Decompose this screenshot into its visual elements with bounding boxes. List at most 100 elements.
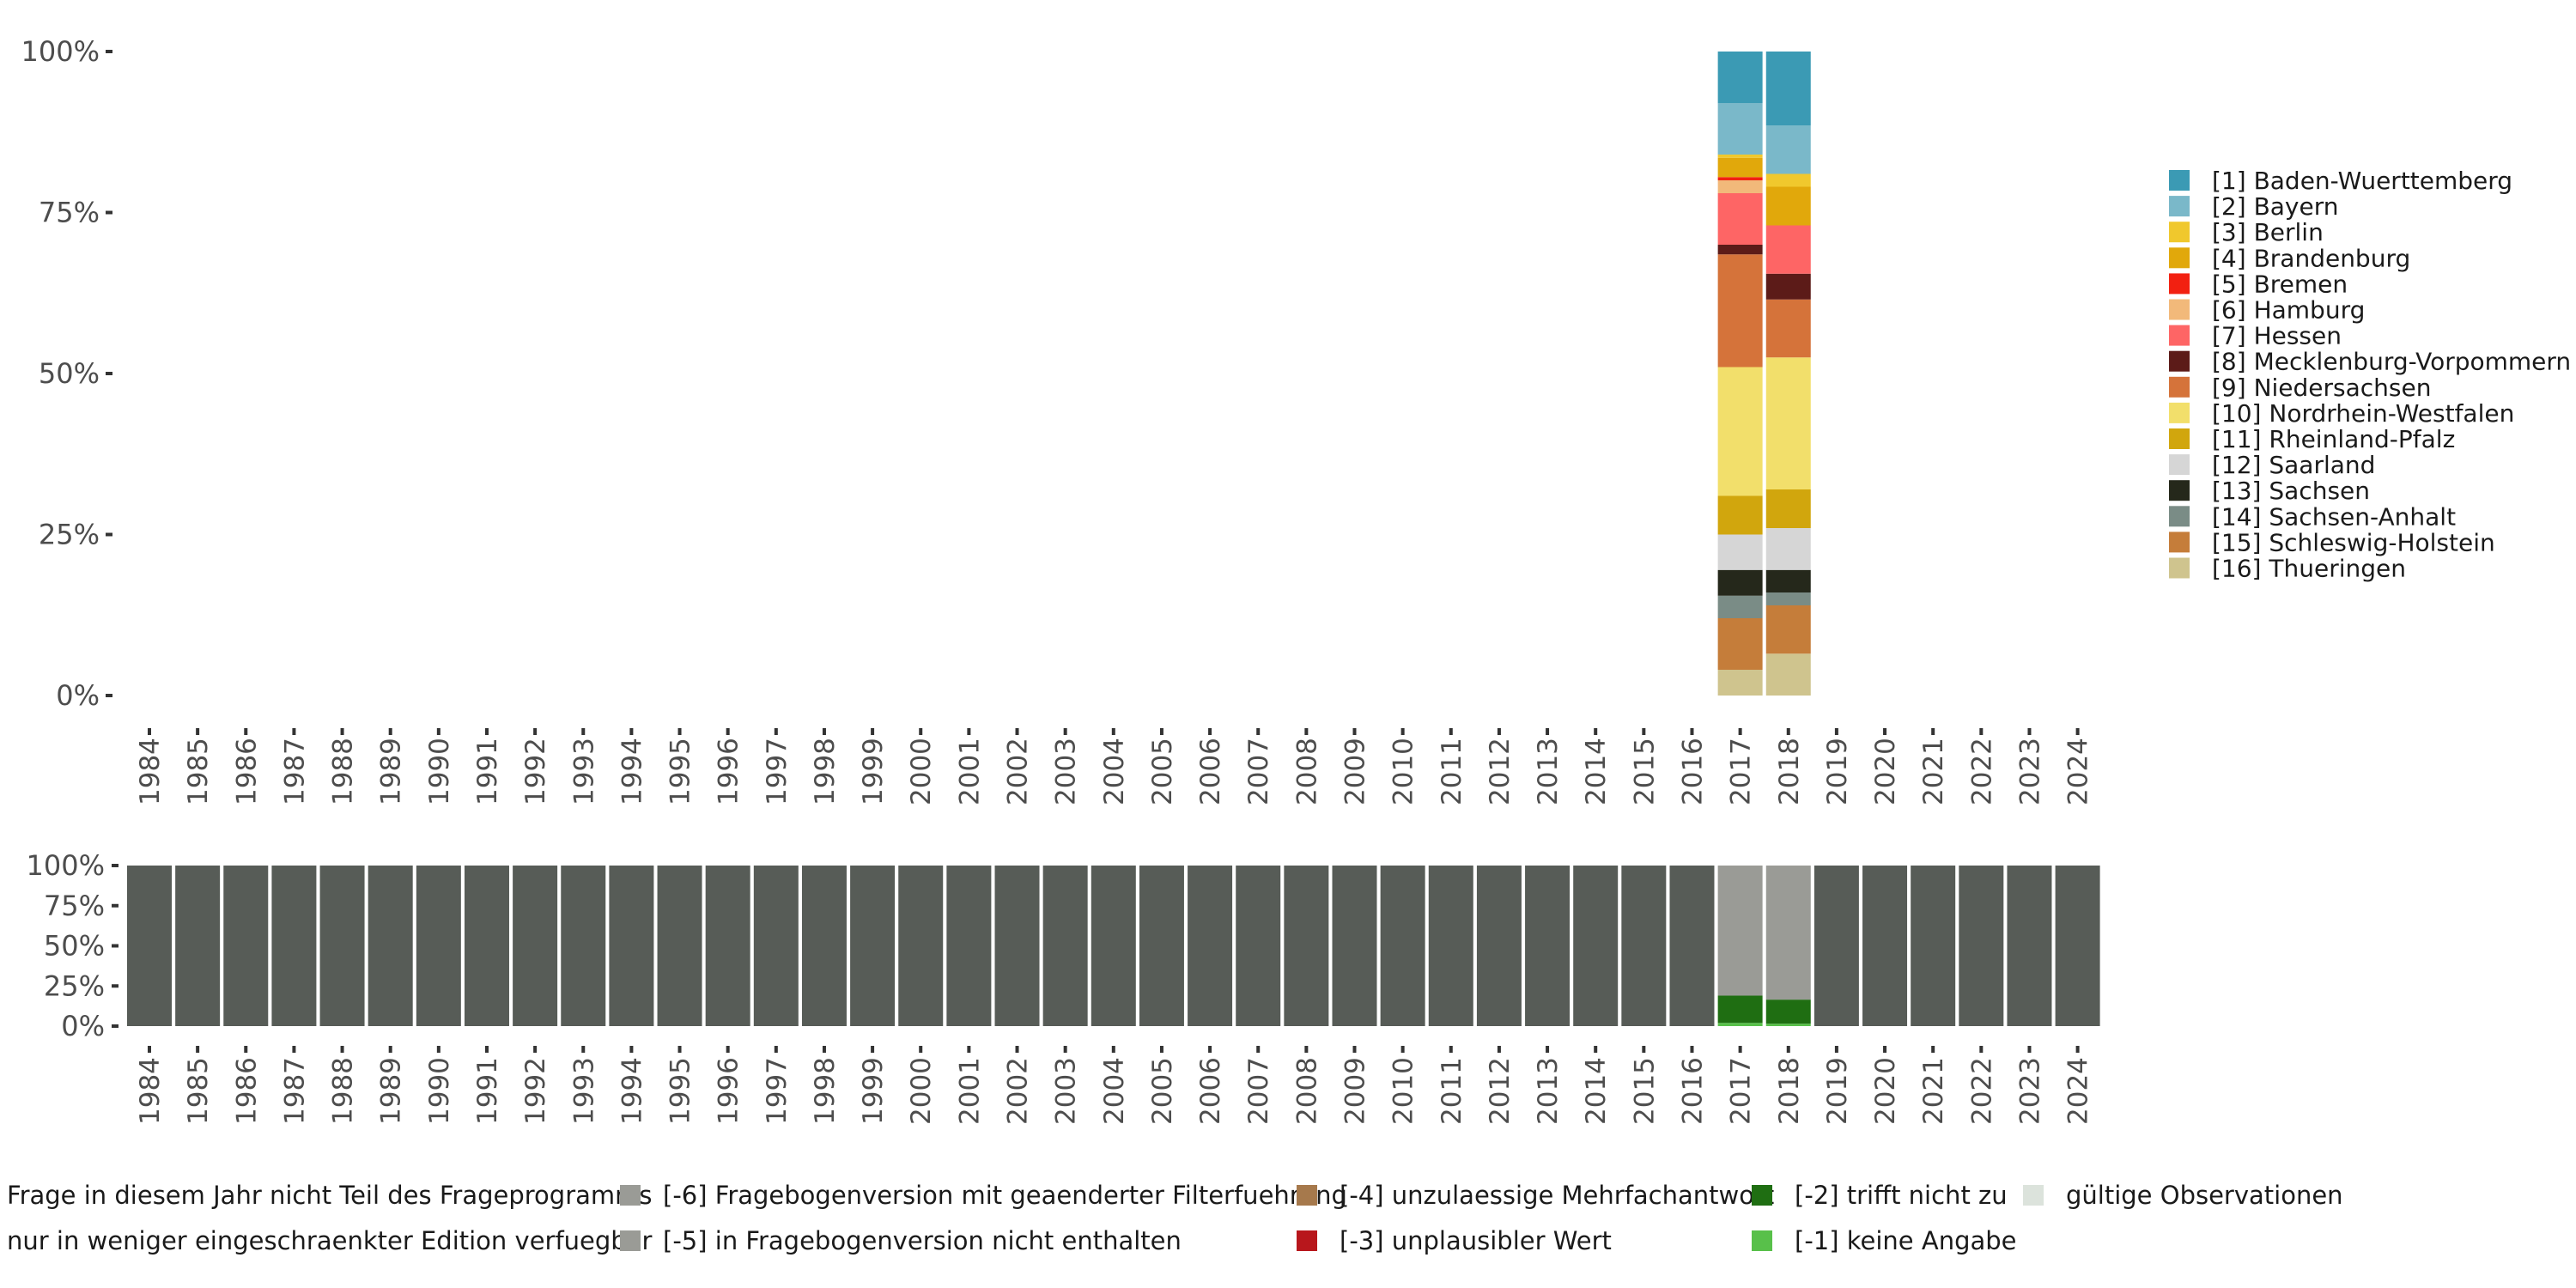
x-tick-label: 1997 (762, 738, 793, 805)
bottom-bar-segment-2023-frage-in-diesem-jahr-nicht-teil-des-frageprogramms (2007, 866, 2052, 1026)
y-tick-label: 75% (39, 197, 100, 229)
bottom-bar-segment-1984-frage-in-diesem-jahr-nicht-teil-des-frageprogramms (127, 866, 172, 1026)
bottom-bar-segment-1994-frage-in-diesem-jahr-nicht-teil-des-frageprogramms (609, 866, 654, 1026)
x-tick-label: 2000 (906, 738, 937, 805)
x-tick-label: 2023 (2014, 738, 2045, 805)
x-tick-label: 1999 (858, 1057, 889, 1125)
legend-swatch-16-thueringen (2169, 557, 2190, 579)
x-tick-label: 2000 (906, 1057, 937, 1125)
bottom-bar-segment-1986-frage-in-diesem-jahr-nicht-teil-des-frageprogramms (223, 866, 269, 1026)
bottom-bar-segment-2015-frage-in-diesem-jahr-nicht-teil-des-frageprogramms (1621, 866, 1667, 1026)
bottom-bar-segment-1990-frage-in-diesem-jahr-nicht-teil-des-frageprogramms (416, 866, 461, 1026)
bottom-bar-segment-2004-frage-in-diesem-jahr-nicht-teil-des-frageprogramms (1091, 866, 1136, 1026)
bar-segment-2017-3-berlin (1717, 155, 1763, 158)
bottom-bar-segment-2006-frage-in-diesem-jahr-nicht-teil-des-frageprogramms (1188, 866, 1233, 1026)
bottom-legend-swatch-6-fragebogenversion-mit-geaenderter-filterfuehrung (620, 1185, 641, 1206)
x-tick-label: 2020 (1870, 738, 1901, 805)
x-tick-label: 1990 (424, 738, 455, 805)
bottom-bar-segment-1991-frage-in-diesem-jahr-nicht-teil-des-frageprogramms (464, 866, 509, 1026)
legend-swatch-6-hamburg (2169, 299, 2190, 320)
bar-segment-2017-14-sachsen-anhalt (1717, 595, 1763, 618)
x-tick-label: 2021 (1918, 738, 1949, 805)
x-tick-label: 2022 (1966, 1057, 1997, 1125)
bottom-bar-segment-1998-frage-in-diesem-jahr-nicht-teil-des-frageprogramms (801, 866, 847, 1026)
bottom-bar-segment-2000-frage-in-diesem-jahr-nicht-teil-des-frageprogramms (898, 866, 944, 1026)
x-tick-label: 1991 (472, 1057, 503, 1125)
legend-label-12-saarland: [12] Saarland (2212, 451, 2375, 479)
y-tick-label: 75% (44, 890, 105, 922)
x-tick-label: 2004 (1099, 738, 1130, 805)
x-tick-label: 2019 (1822, 1057, 1853, 1125)
bar-segment-2018-15-schleswig-holstein (1765, 605, 1811, 654)
x-tick-label: 1998 (810, 738, 841, 805)
x-tick-label: 1986 (231, 738, 262, 805)
y-tick-label: 0% (56, 679, 100, 712)
x-tick-label: 2024 (2063, 738, 2094, 805)
bar-segment-2018-13-sachsen (1765, 569, 1811, 592)
x-tick-label: 2011 (1437, 1057, 1467, 1125)
bottom-bar-segment-2018-1-keine-angabe (1765, 1024, 1811, 1026)
bottom-bar-segment-2017-2-trifft-nicht-zu (1717, 995, 1763, 1024)
legend-swatch-3-berlin (2169, 222, 2190, 243)
x-tick-label: 1985 (183, 1057, 214, 1125)
bottom-bar-segment-1999-frage-in-diesem-jahr-nicht-teil-des-frageprogramms (850, 866, 896, 1026)
legend-label-16-thueringen: [16] Thueringen (2212, 555, 2406, 583)
bottom-legend-swatch-3-unplausibler-wert (1297, 1230, 1317, 1251)
bottom-legend-label-3-unplausibler-wert: [-3] unplausibler Wert (1340, 1226, 1612, 1255)
bar-segment-2018-14-sachsen-anhalt (1765, 592, 1811, 605)
bottom-legend-swatch-4-unzulaessige-mehrfachantwort (1297, 1185, 1317, 1206)
x-tick-label: 1992 (520, 738, 551, 805)
legend-swatch-14-sachsen-anhalt (2169, 506, 2190, 527)
x-tick-label: 2002 (1003, 738, 1034, 805)
bottom-bar-segment-2003-frage-in-diesem-jahr-nicht-teil-des-frageprogramms (1042, 866, 1088, 1026)
x-tick-label: 2013 (1533, 1057, 1564, 1125)
bottom-bar-segment-2001-frage-in-diesem-jahr-nicht-teil-des-frageprogramms (946, 866, 992, 1026)
x-tick-label: 2021 (1918, 1057, 1949, 1125)
y-tick-label: 25% (39, 519, 100, 551)
x-tick-label: 1994 (617, 1057, 647, 1125)
x-tick-label: 2008 (1291, 1057, 1322, 1125)
x-tick-label: 2004 (1099, 1057, 1130, 1125)
x-tick-label: 1984 (135, 738, 166, 805)
bar-segment-2018-10-nordrhein-westfalen (1765, 357, 1811, 489)
bottom-bar-segment-2017-1-keine-angabe (1717, 1023, 1763, 1026)
x-tick-label: 2015 (1629, 738, 1660, 805)
x-tick-label: 1989 (376, 1057, 407, 1125)
x-tick-label: 2006 (1195, 738, 1226, 805)
x-tick-label: 1988 (328, 738, 359, 805)
y-tick-label: 25% (44, 969, 105, 1002)
x-tick-label: 1997 (762, 1057, 793, 1125)
x-tick-label: 2020 (1870, 1057, 1901, 1125)
x-tick-label: 2009 (1340, 1057, 1371, 1125)
bar-segment-2018-9-niedersachsen (1765, 299, 1811, 358)
bar-segment-2018-4-brandenburg (1765, 186, 1811, 226)
bar-segment-2017-2-bayern (1717, 103, 1763, 155)
bar-segment-2017-13-sachsen (1717, 569, 1763, 596)
bottom-bar-segment-2012-frage-in-diesem-jahr-nicht-teil-des-frageprogramms (1476, 866, 1522, 1026)
x-tick-label: 2001 (954, 1057, 985, 1125)
x-tick-label: 1987 (279, 738, 310, 805)
x-tick-label: 1984 (135, 1057, 166, 1125)
legend-swatch-9-niedersachsen (2169, 376, 2190, 398)
x-tick-label: 2013 (1533, 738, 1564, 805)
legend-swatch-10-nordrhein-westfalen (2169, 402, 2190, 423)
legend-label-7-hessen: [7] Hessen (2212, 322, 2342, 350)
x-tick-label: 1995 (665, 1057, 696, 1125)
x-tick-label: 2003 (1051, 738, 1082, 805)
legend-label-13-sachsen: [13] Sachsen (2212, 477, 2370, 505)
bottom-legend-label-1-keine-angabe: [-1] keine Angabe (1795, 1226, 2017, 1255)
bottom-bar-segment-1985-frage-in-diesem-jahr-nicht-teil-des-frageprogramms (175, 866, 221, 1026)
legend-swatch-13-sachsen (2169, 480, 2190, 501)
bottom-legend-label-6-fragebogenversion-mit-geaenderter-filterfuehrung: [-6] Fragebogenversion mit geaenderter F… (663, 1181, 1347, 1210)
bottom-legend-label-5-in-fragebogenversion-nicht-enthalten: [-5] in Fragebogenversion nicht enthalte… (663, 1226, 1182, 1255)
bottom-bar-segment-2022-frage-in-diesem-jahr-nicht-teil-des-frageprogramms (1959, 866, 2004, 1026)
bottom-bar-segment-1989-frage-in-diesem-jahr-nicht-teil-des-frageprogramms (368, 866, 413, 1026)
bottom-bar-segment-2010-frage-in-diesem-jahr-nicht-teil-des-frageprogramms (1380, 866, 1425, 1026)
bottom-legend-swatch-1-keine-angabe (1752, 1230, 1772, 1251)
legend-label-3-berlin: [3] Berlin (2212, 218, 2324, 246)
x-tick-label: 2002 (1003, 1057, 1034, 1125)
bottom-bar-segment-2002-frage-in-diesem-jahr-nicht-teil-des-frageprogramms (994, 866, 1040, 1026)
legend-label-15-schleswig-holstein: [15] Schleswig-Holstein (2212, 528, 2495, 556)
bar-segment-2018-8-mecklenburg-vorpommern (1765, 273, 1811, 300)
